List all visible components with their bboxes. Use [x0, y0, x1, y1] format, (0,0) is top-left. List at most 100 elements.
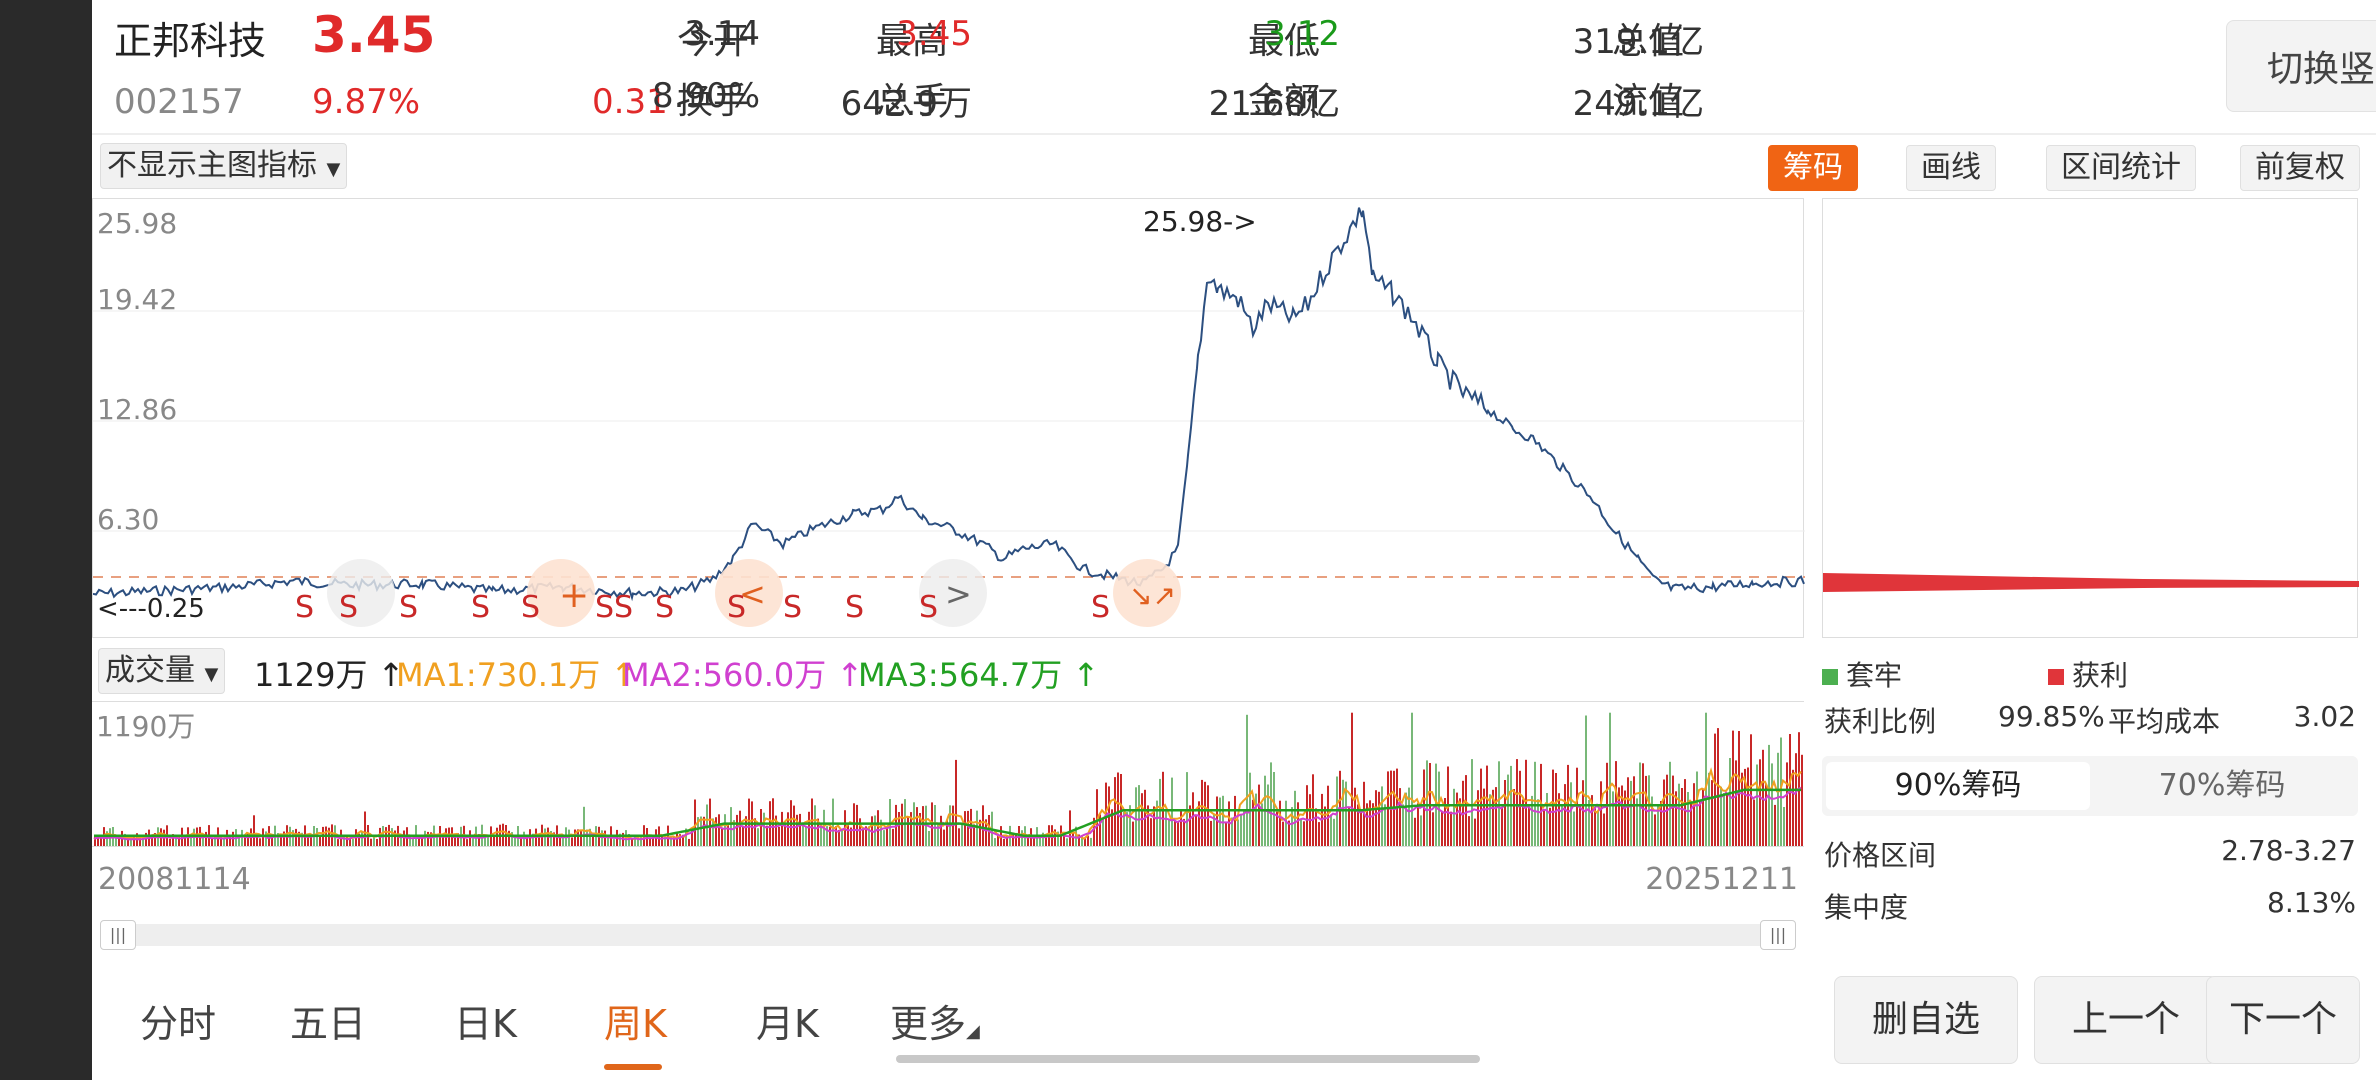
volume-indicator-select[interactable]: 成交量 ▼: [98, 648, 226, 694]
volume-bar: [1270, 762, 1272, 846]
volume-bar: [526, 836, 528, 846]
volume-bar: [1714, 733, 1716, 846]
tab-weekly[interactable]: 周K: [604, 1002, 667, 1046]
arrow-up-icon: ↑: [836, 656, 864, 694]
volume-bar: [883, 830, 885, 846]
volume-bar: [811, 798, 813, 846]
volume-bar: [1255, 793, 1257, 846]
ma3-line: [94, 788, 1801, 838]
volume-bar: [1489, 794, 1491, 846]
volume-bar: [1723, 793, 1725, 846]
volume-bar: [1069, 810, 1071, 846]
stat-label: 最高: [876, 21, 949, 62]
chip-range-tabs: 90%筹码 70%筹码: [1822, 756, 2358, 816]
volume-bar: [1507, 774, 1509, 846]
chips-button[interactable]: 筹码: [1768, 145, 1858, 191]
volume-bar: [1600, 781, 1602, 846]
volume-bar: [1762, 749, 1764, 846]
range-stats-button[interactable]: 区间统计: [2046, 145, 2196, 191]
tab-intraday[interactable]: 分时: [140, 1002, 217, 1046]
volume-bar: [478, 834, 480, 846]
main-indicator-label: 不显示主图指标: [107, 148, 317, 183]
volume-bar: [145, 832, 147, 846]
volume-bar: [484, 836, 486, 846]
switch-portrait-button[interactable]: 切换竖屏: [2226, 20, 2376, 112]
volume-bar: [1513, 789, 1515, 846]
scroll-handle-right[interactable]: |||: [1760, 920, 1796, 950]
change-amount: 0.31: [592, 82, 668, 122]
arrow-up-icon: ↑: [610, 656, 638, 694]
volume-bar: [553, 832, 555, 846]
tab-90-chips[interactable]: 90%筹码: [1826, 762, 2090, 810]
volume-bar: [1417, 803, 1419, 846]
volume-bar: [1672, 775, 1674, 846]
volume-bar: [151, 836, 153, 846]
chip-distribution-chart[interactable]: [1822, 198, 2359, 638]
volume-bar: [736, 814, 738, 846]
volume-chart[interactable]: 1190万: [92, 701, 1804, 847]
volume-bar: [1174, 820, 1176, 846]
volume-bar: [1585, 715, 1587, 846]
volume-bar: [1240, 814, 1242, 846]
volume-bar: [961, 823, 963, 846]
main-price-chart[interactable]: 25.98 19.42 12.86 6.30 25.98-> <---0.25 …: [92, 198, 1805, 638]
tab-70-chips[interactable]: 70%筹码: [2158, 768, 2286, 803]
volume-bar: [928, 831, 930, 846]
volume-bar: [511, 832, 513, 846]
volume-bar: [649, 838, 651, 846]
signal-marker: S: [1091, 590, 1110, 625]
volume-bar: [865, 826, 867, 846]
volume-bar: [358, 833, 360, 846]
volume-bar: [1378, 791, 1380, 846]
volume-bar: [976, 810, 978, 846]
volume-bar: [1627, 777, 1629, 846]
volume-bar: [1078, 834, 1080, 846]
volume-bar: [640, 836, 642, 846]
volume-bar: [94, 835, 96, 846]
volume-bar: [754, 818, 756, 846]
marker-bubble: [1113, 559, 1181, 627]
signal-marker: S: [399, 590, 418, 625]
main-indicator-select[interactable]: 不显示主图指标 ▼: [100, 143, 348, 189]
volume-bar: [958, 828, 960, 846]
next-button[interactable]: 下一个: [2206, 976, 2360, 1064]
volume-bar: [370, 838, 372, 846]
y-tick: 19.42: [97, 283, 177, 316]
tab-daily[interactable]: 日K: [454, 1002, 517, 1046]
volume-bar: [1111, 809, 1113, 846]
volume-select-label: 成交量: [105, 653, 195, 688]
volume-bar: [100, 837, 102, 846]
scroll-handle-left[interactable]: |||: [100, 920, 136, 950]
remove-watchlist-button[interactable]: 删自选: [1834, 976, 2018, 1064]
draw-line-button[interactable]: 画线: [1906, 145, 1996, 191]
ma1-value: MA1:730.1万 ↑: [396, 650, 637, 696]
price-line: [92, 207, 1805, 602]
avg-cost-value: 3.02: [2293, 700, 2356, 733]
previous-button[interactable]: 上一个: [2034, 976, 2218, 1064]
volume-bar: [1543, 810, 1545, 846]
volume-bar: [1021, 830, 1023, 846]
volume-bar: [1573, 811, 1575, 846]
volume-bar: [1156, 800, 1158, 846]
volume-bar: [1498, 761, 1500, 846]
signal-marker: S: [339, 590, 358, 625]
volume-bar: [1015, 834, 1017, 846]
home-indicator[interactable]: [896, 1055, 1480, 1063]
adjust-mode-button[interactable]: 前复权: [2240, 145, 2360, 191]
volume-bar: [1099, 814, 1101, 846]
volume-bar: [1801, 754, 1803, 846]
volume-bar: [937, 825, 939, 846]
tab-monthly[interactable]: 月K: [756, 1002, 819, 1046]
tab-more[interactable]: 更多◢: [890, 993, 980, 1048]
volume-bar: [1231, 817, 1233, 846]
chip-chart-svg: [1823, 573, 2359, 592]
legend-trapped-label: 套牢: [1846, 659, 1903, 692]
volume-bar: [1771, 763, 1773, 846]
collapse-icon: ↘↗: [1129, 579, 1176, 612]
range-scrollbar[interactable]: ||| |||: [100, 920, 1796, 950]
ma3-text: MA3:564.7万: [858, 656, 1063, 694]
volume-bar: [1495, 787, 1497, 846]
volume-bar: [586, 829, 588, 846]
tab-five-day[interactable]: 五日: [290, 1002, 367, 1046]
volume-bar: [1711, 780, 1713, 846]
